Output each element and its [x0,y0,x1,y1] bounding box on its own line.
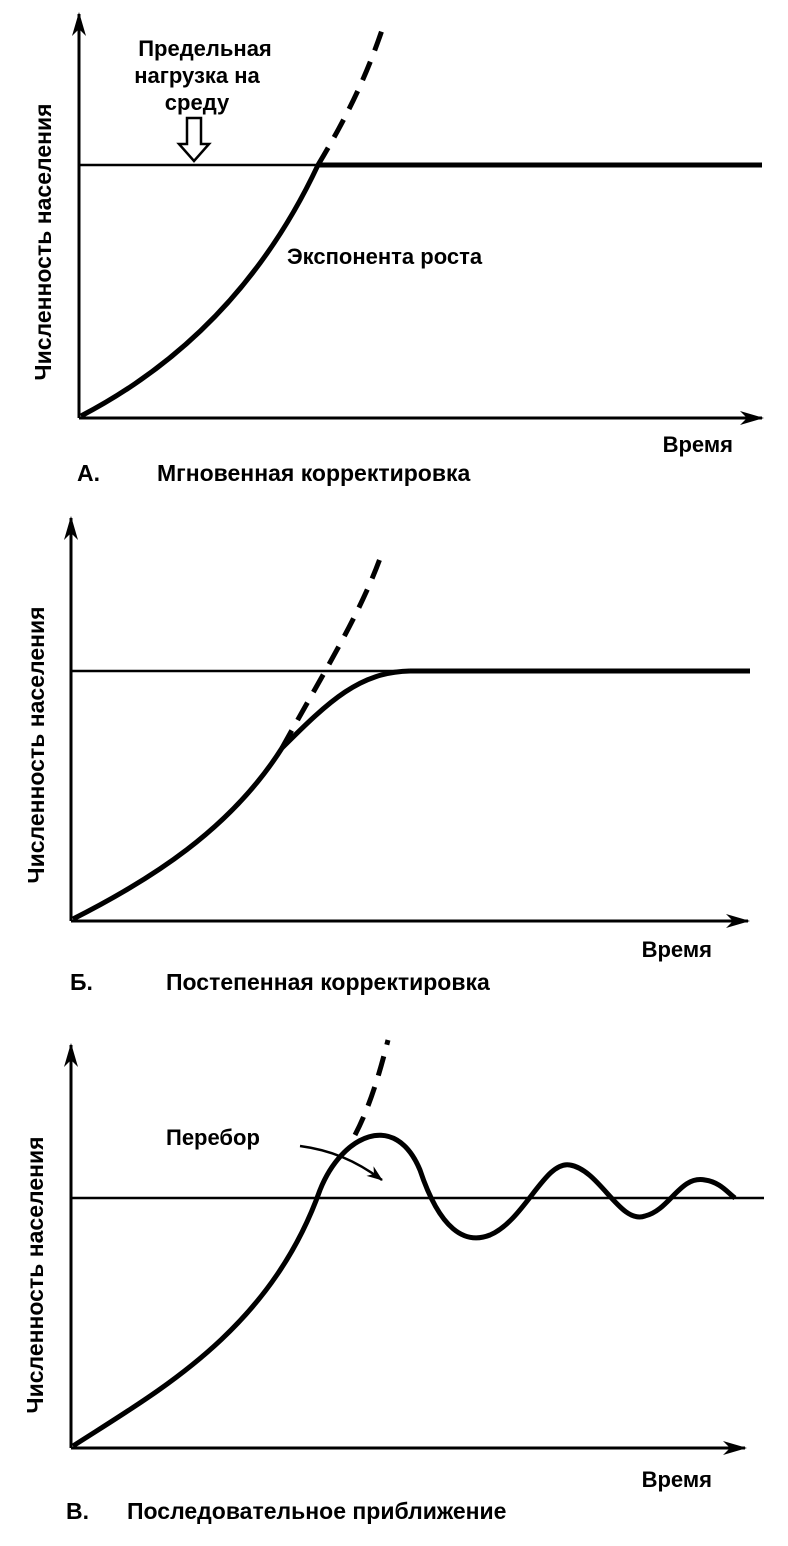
capacity-label-line-2: нагрузка на [134,63,260,88]
x-axis-label: Время [642,1467,712,1492]
y-axis-label: Численность населения [30,103,56,380]
panel-title: Мгновенная корректировка [157,460,471,486]
exponential-extension-dashed [352,1039,391,1137]
x-axis-label: Время [642,937,712,962]
panel-letter: В. [66,1498,89,1524]
capacity-label-line-1: Предельная [138,36,272,61]
growth-label: Экспонента роста [287,244,483,269]
hollow-down-arrow-icon [176,116,212,163]
overshoot-label: Перебор [166,1125,260,1150]
x-axis-label: Время [663,432,733,457]
population-oscillation-curve [71,1132,737,1449]
population-growth-curve [71,668,411,922]
y-axis-label: Численность населения [23,606,49,883]
capacity-label-line-3: среду [165,90,230,115]
exponential-extension-dashed [315,29,385,167]
overshoot-arrow [299,1144,383,1182]
panel-a: Численность населения Время Предельная н… [30,12,764,486]
panel-title: Постепенная корректировка [166,969,490,995]
exponential-extension-dashed [279,552,385,750]
panel-letter: А. [77,460,100,486]
panel-b: Численность населения Время Б. Постепенн… [23,516,750,995]
panel-letter: Б. [70,969,93,995]
panel-title: Последовательное приближение [127,1498,506,1524]
panel-c: Численность населения Время Перебор В. П… [22,1039,764,1524]
population-growth-curve [79,163,321,419]
y-axis-label: Численность населения [22,1136,48,1413]
